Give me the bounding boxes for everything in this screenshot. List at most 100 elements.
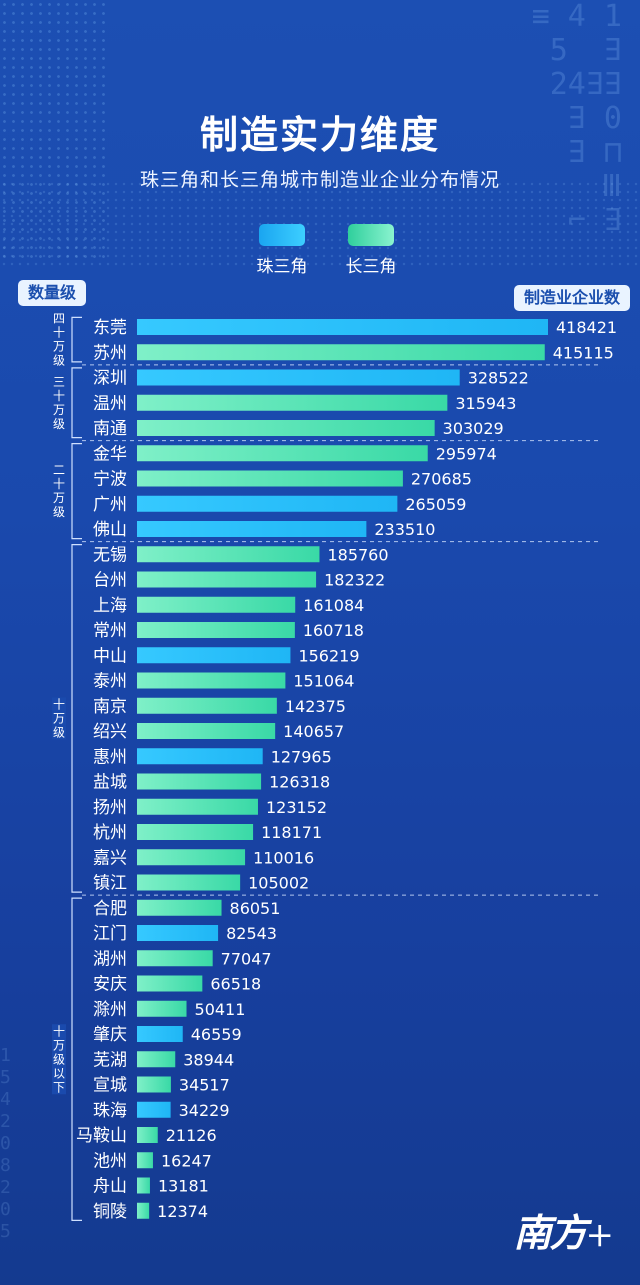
- value-label: 233510: [374, 520, 435, 539]
- city-label: 舟山: [93, 1177, 127, 1197]
- city-label: 宣城: [93, 1076, 127, 1096]
- city-label: 肇庆: [93, 1025, 127, 1045]
- value-label: 16247: [161, 1151, 212, 1170]
- value-label: 86051: [230, 899, 281, 918]
- group-label-bg: [52, 1080, 66, 1095]
- group-label: 万: [53, 491, 65, 505]
- value-label: 34229: [179, 1101, 230, 1120]
- value-label: 265059: [405, 495, 466, 514]
- bar-东莞: [137, 319, 548, 335]
- city-label: 金华: [93, 444, 127, 464]
- background-dot-pattern: [0, 0, 110, 260]
- value-label: 151064: [293, 672, 354, 691]
- city-label: 深圳: [93, 369, 127, 389]
- group-bracket: [71, 897, 82, 1221]
- group-label-bg: [52, 416, 66, 431]
- city-label: 宁波: [93, 470, 127, 490]
- value-label: 12374: [157, 1202, 208, 1221]
- city-label: 台州: [93, 571, 127, 591]
- group-label: 三: [53, 375, 65, 389]
- value-label: 126318: [269, 773, 330, 792]
- group-label: 万: [53, 340, 65, 354]
- bar-安庆: [137, 975, 203, 992]
- bar-镇江: [137, 874, 241, 891]
- y-axis-badge: 数量级: [18, 280, 87, 306]
- bar-肇庆: [137, 1026, 183, 1042]
- city-label: 东莞: [93, 318, 127, 338]
- group-label-bg: [52, 388, 66, 403]
- bar-上海: [137, 596, 296, 613]
- bar-温州: [137, 394, 448, 411]
- group-label-bg: [52, 325, 66, 340]
- value-label: 110016: [253, 848, 314, 867]
- group-label-bg: [52, 505, 66, 520]
- value-label: 418421: [556, 318, 617, 337]
- value-label: 185760: [327, 545, 388, 564]
- city-label: 扬州: [93, 798, 127, 818]
- bar-广州: [137, 495, 398, 512]
- bar-芜湖: [137, 1051, 176, 1068]
- group-bracket: [71, 316, 82, 363]
- city-label: 嘉兴: [93, 848, 127, 868]
- group-label: 十: [53, 1024, 65, 1038]
- group-label: 级: [53, 505, 65, 519]
- value-label: 156219: [298, 646, 359, 665]
- legend-item-pearl-river: 珠三角: [237, 224, 327, 277]
- city-label: 南通: [93, 419, 127, 439]
- x-axis-badge: 制造业企业数: [513, 285, 630, 311]
- group-label-bg: [52, 477, 66, 492]
- city-label: 池州: [93, 1151, 127, 1171]
- city-label: 杭州: [93, 823, 127, 843]
- city-label: 广州: [93, 495, 127, 515]
- value-label: 315943: [455, 394, 516, 413]
- background-dot-band: [0, 180, 640, 270]
- group-label-bg: [52, 339, 66, 354]
- group-label: 级: [53, 725, 65, 739]
- value-label: 82543: [226, 924, 277, 943]
- city-label: 湖州: [93, 949, 127, 969]
- bar-佛山: [137, 521, 367, 537]
- group-label: 十: [53, 477, 65, 491]
- brand-logo: 南方+: [513, 1210, 613, 1255]
- bar-苏州: [137, 344, 545, 361]
- value-label: 123152: [266, 798, 327, 817]
- value-label: 77047: [221, 949, 272, 968]
- legend-label-pearl-river: 珠三角: [256, 257, 308, 277]
- value-label: 105002: [248, 874, 309, 893]
- group-label-bg: [52, 697, 66, 712]
- group-bracket: [71, 544, 82, 893]
- bar-深圳: [137, 369, 460, 386]
- group-label-bg: [52, 1066, 66, 1081]
- group-label: 级: [53, 354, 65, 368]
- group-label-bg: [52, 402, 66, 417]
- group-label: 下: [53, 1080, 65, 1094]
- city-label: 滁州: [93, 1000, 127, 1020]
- bar-铜陵: [137, 1202, 150, 1219]
- city-label: 苏州: [93, 343, 127, 363]
- group-label: 万: [53, 403, 65, 417]
- legend-item-yangtze: 长三角: [326, 224, 416, 277]
- value-label: 415115: [553, 343, 614, 362]
- value-label: 142375: [285, 697, 346, 716]
- legend-swatch-pearl-river: [259, 224, 305, 246]
- city-label: 珠海: [93, 1101, 127, 1121]
- background-digit-decoration: ≡ 4 1 5 ∃ 24∃∃ ∃ 0 ∃ ⊓ Ⅲ ⌐ ∃: [531, 0, 622, 238]
- bar-南京: [137, 697, 277, 714]
- bar-无锡: [137, 546, 320, 563]
- group-label: 十: [53, 389, 65, 403]
- value-label: 328522: [468, 369, 529, 388]
- legend-label-yangtze: 长三角: [345, 257, 397, 277]
- value-label: 270685: [411, 470, 472, 489]
- value-label: 127965: [271, 747, 332, 766]
- group-label: 以: [53, 1066, 65, 1080]
- bar-绍兴: [137, 723, 276, 739]
- value-label: 182322: [324, 571, 385, 590]
- city-label: 上海: [93, 596, 127, 616]
- chart-legend: 珠三角 长三角: [0, 224, 640, 277]
- city-label: 无锡: [93, 545, 127, 565]
- group-label: 十: [53, 697, 65, 711]
- bar-常州: [137, 622, 295, 638]
- group-label: 级: [53, 417, 65, 431]
- group-label: 万: [53, 711, 65, 725]
- page-subtitle: 珠三角和长三角城市制造业企业分布情况: [139, 169, 500, 191]
